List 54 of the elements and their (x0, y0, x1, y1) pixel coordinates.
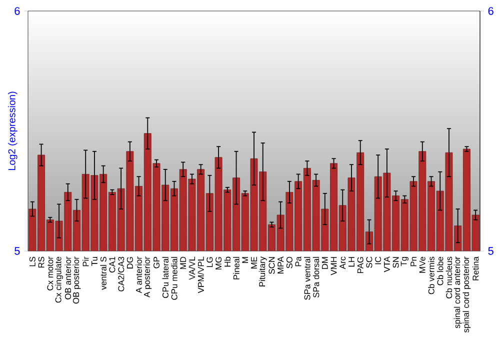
x-tick-label: Tg (400, 256, 408, 266)
x-tick-label: spinal cord anterior (454, 256, 462, 328)
x-tick-label: IC (375, 256, 382, 264)
x-tick-label: DG (126, 257, 133, 268)
x-tick-label: MG (216, 257, 222, 270)
x-tick-label: A anterior (136, 256, 142, 294)
x-tick-label: Cb vermis (428, 256, 434, 294)
x-tick-label: OB anterior (64, 256, 71, 300)
x-tick-label: ventral S (100, 256, 106, 290)
x-tick-label: CPu lateral (162, 257, 168, 298)
x-tick-label: Pituitary (258, 256, 267, 286)
x-tick-label: A posterior (144, 256, 152, 298)
x-tick-label: SN (392, 257, 399, 268)
x-tick-label: VMH (330, 257, 337, 276)
x-tick-label: ME (251, 256, 257, 268)
y-axis-title: Log2 (expression) (8, 92, 18, 170)
x-tick-label: DM (322, 257, 328, 269)
x-tick-label: Cb lobe (437, 256, 444, 286)
x-tick-label: SCN (268, 257, 275, 274)
x-tick-label: LS (29, 256, 36, 266)
x-tick-label: OB posterior (72, 256, 81, 304)
x-tick-label: Retina (472, 256, 479, 280)
x-tick-label: Tu (92, 257, 98, 266)
x-tick-label: SC (366, 256, 372, 268)
x-tick-label: SPa ventral (304, 257, 310, 300)
x-tick-label: Cb nucleus (446, 256, 452, 298)
x-tick-label: MD (180, 256, 186, 269)
x-tick-label: spinal cord posterior (462, 256, 471, 332)
y2-tick-label: 5 (488, 247, 494, 255)
x-tick-label: MPA (278, 256, 284, 274)
x-tick-label: SO (286, 256, 292, 268)
x-tick-label: CA1 (109, 256, 116, 272)
x-tick-label: LH (348, 257, 354, 267)
x-tick-label: VPM/VPL (198, 256, 204, 294)
x-tick-label: Pn (410, 257, 416, 266)
x-tick-label: Cx motor (47, 256, 54, 290)
x-tick-label: CA2/CA3 (118, 256, 124, 292)
x-tick-label: GP (154, 256, 160, 268)
x-tick-label: MVe (419, 256, 426, 273)
x-tick-label: SPa dorsal (312, 257, 320, 298)
x-tick-label: CPu medial (171, 257, 178, 300)
x-tick-label: Hb (224, 256, 231, 267)
x-tick-label: Cx cingulate (55, 256, 63, 303)
x-tick-label: VTA (384, 256, 390, 272)
x-tick-label: PAG (357, 257, 364, 274)
x-tick-label: M (242, 257, 248, 263)
x-tick-label: RS (38, 256, 44, 268)
x-tick-label: VA/VL (188, 256, 196, 280)
x-tick-label: Arc (340, 256, 346, 270)
x-tick-label: Pa (295, 256, 302, 266)
x-tick-label: LG (206, 257, 213, 268)
x-tick-label: Pineal (233, 257, 240, 280)
y2-tick-label: 6 (488, 7, 494, 15)
x-tick-label: Pir (82, 256, 89, 266)
